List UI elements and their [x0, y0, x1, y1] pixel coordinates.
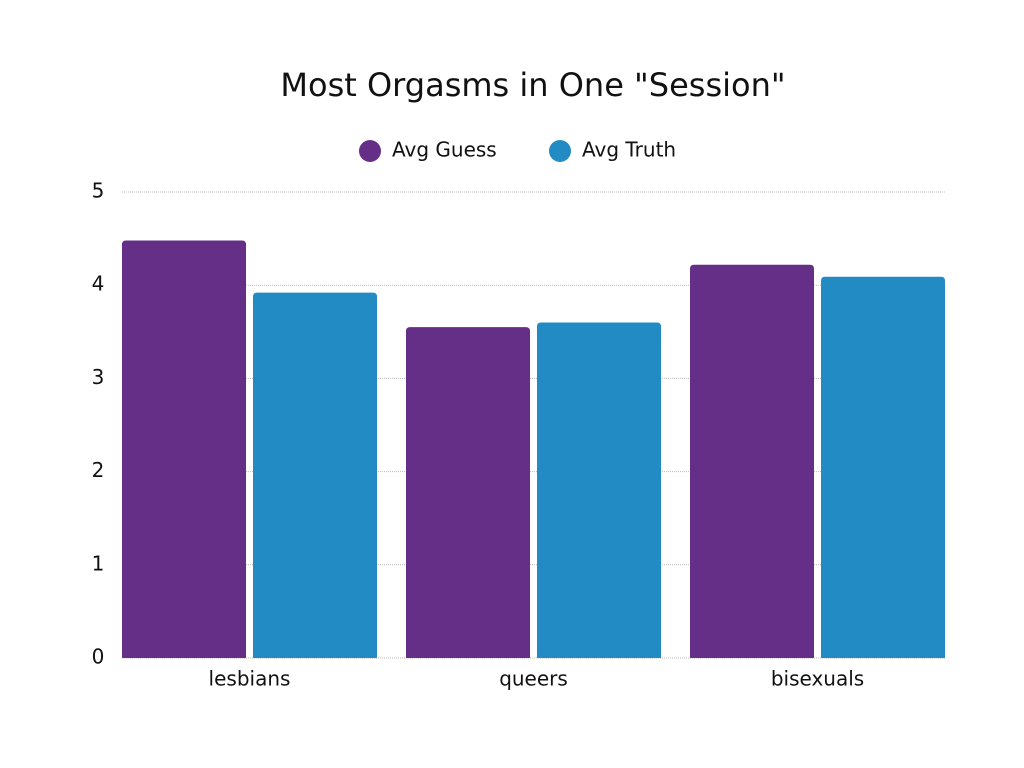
legend-label: Avg Truth	[582, 138, 676, 162]
legend-marker	[549, 140, 571, 162]
bar	[253, 292, 377, 658]
x-tick-label: queers	[499, 667, 568, 691]
legend-marker	[359, 140, 381, 162]
bar	[821, 276, 945, 658]
bar	[537, 322, 661, 658]
x-tick-label: bisexuals	[771, 667, 864, 691]
y-tick-label: 2	[92, 458, 105, 482]
y-tick-label: 0	[92, 645, 105, 669]
bar	[122, 240, 246, 659]
chart-title: Most Orgasms in One "Session"	[280, 66, 785, 104]
y-tick-label: 3	[92, 365, 105, 389]
y-tick-label: 4	[92, 272, 105, 296]
bar	[406, 327, 530, 658]
bar	[690, 264, 814, 658]
x-tick-label: lesbians	[209, 667, 291, 691]
y-tick-label: 5	[92, 179, 105, 203]
y-tick-label: 1	[92, 551, 105, 575]
legend-label: Avg Guess	[392, 138, 497, 162]
